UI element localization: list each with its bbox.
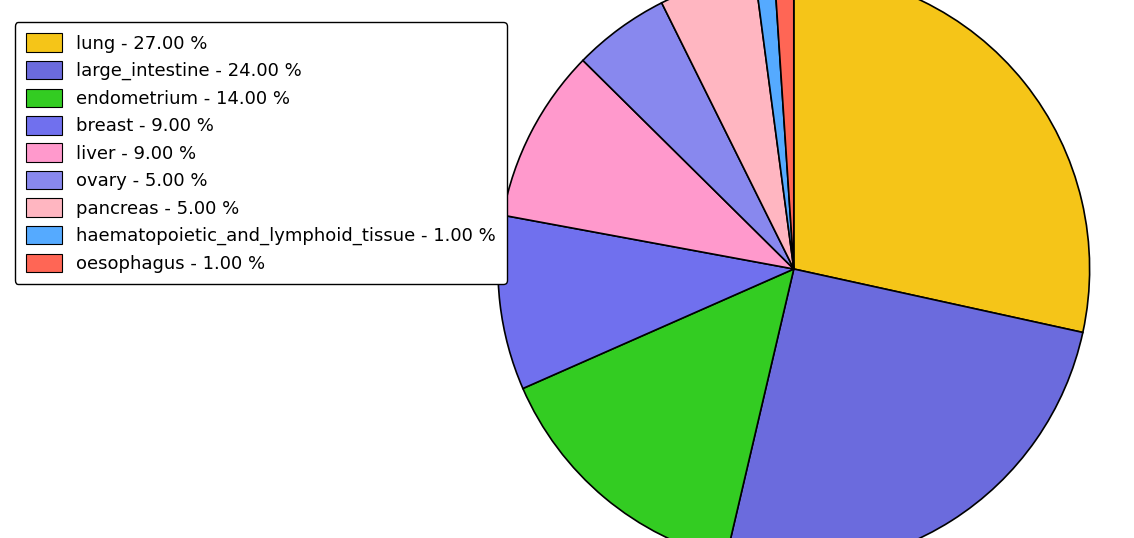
- Wedge shape: [583, 3, 794, 269]
- Wedge shape: [775, 0, 794, 269]
- Wedge shape: [523, 269, 794, 538]
- Wedge shape: [794, 0, 1090, 332]
- Wedge shape: [661, 0, 794, 269]
- Wedge shape: [755, 0, 794, 269]
- Wedge shape: [726, 269, 1083, 538]
- Legend: lung - 27.00 %, large_intestine - 24.00 %, endometrium - 14.00 %, breast - 9.00 : lung - 27.00 %, large_intestine - 24.00 …: [15, 23, 507, 284]
- Wedge shape: [498, 215, 794, 388]
- Wedge shape: [502, 60, 794, 269]
